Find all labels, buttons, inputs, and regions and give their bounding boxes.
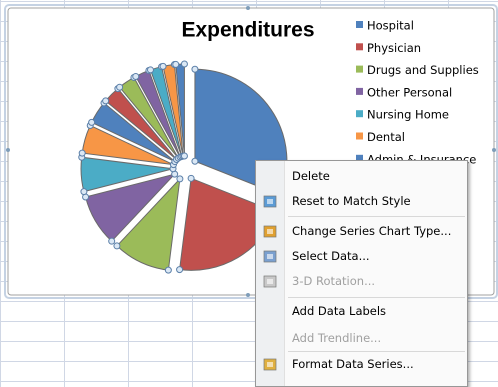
chart-resize-handle <box>246 293 250 297</box>
chart-resize-handle <box>6 148 10 152</box>
selection-handle <box>116 83 124 91</box>
legend-swatch <box>356 87 363 95</box>
menu-item: Add Trendline... <box>256 327 467 349</box>
icon-shape <box>267 254 273 259</box>
menu-item-label: 3-D Rotation... <box>292 274 376 288</box>
menu-icon <box>263 275 277 288</box>
legend-swatch <box>356 43 363 51</box>
menu-icon <box>263 250 277 263</box>
menu-item-label: Format Data Series... <box>292 357 414 371</box>
legend-label: Drugs and Supplies <box>367 63 479 77</box>
menu-item-label: Change Series Chart Type... <box>292 224 452 238</box>
selection-handle <box>176 266 184 274</box>
selection-handle <box>164 266 172 274</box>
selection-handle <box>187 174 195 182</box>
legend-label: Nursing Home <box>367 108 449 122</box>
legend-swatch <box>356 21 363 28</box>
selection-handle <box>132 72 140 80</box>
menu-item[interactable]: Reset to Match Style <box>256 190 467 212</box>
legend-swatch <box>356 154 363 162</box>
menu-icon <box>263 195 277 208</box>
selection-handle <box>146 66 154 74</box>
legend-label: Hospital <box>367 19 414 33</box>
selection-handle <box>180 60 188 68</box>
selection-handle <box>108 237 116 245</box>
legend-label: Dental <box>367 130 405 144</box>
menu-item[interactable]: Change Series Chart Type... <box>256 220 467 242</box>
selection-handle <box>191 65 199 73</box>
menu-icon <box>263 358 277 371</box>
menu-item[interactable]: Format Data Series... <box>256 353 467 375</box>
icon-shape <box>267 279 273 284</box>
menu-item-label: Delete <box>292 169 330 183</box>
menu-item-label: Add Trendline... <box>292 331 382 345</box>
legend-swatch <box>356 110 363 118</box>
legend-label: Physician <box>367 41 421 55</box>
menu-separator <box>288 216 465 217</box>
icon-shape <box>267 229 273 234</box>
icon-shape <box>267 199 273 204</box>
selection-handle <box>102 97 110 105</box>
menu-item[interactable]: Add Data Labels <box>256 300 467 322</box>
icon-shape <box>267 362 273 367</box>
menu-item-label: Select Data... <box>292 249 370 263</box>
selection-handle <box>172 60 180 68</box>
selection-handle <box>88 118 96 126</box>
chart-resize-handle <box>246 6 250 10</box>
legend-label: Other Personal <box>367 85 452 99</box>
menu-item-label: Reset to Match Style <box>292 194 411 208</box>
menu-item-label: Add Data Labels <box>292 304 387 318</box>
selection-handle <box>176 175 184 183</box>
selection-handle <box>191 157 199 165</box>
menu-separator <box>288 297 465 298</box>
selection-handle <box>159 62 167 70</box>
menu-item: 3-D Rotation... <box>256 270 467 292</box>
selection-handle <box>180 152 188 160</box>
menu-icon <box>263 225 277 238</box>
context-menu: Delete Reset to Match Style Change Series … <box>255 160 468 387</box>
menu-item[interactable]: Select Data... <box>256 245 467 267</box>
selection-handle <box>78 149 86 157</box>
legend-swatch <box>356 65 363 73</box>
legend-swatch <box>356 132 363 140</box>
chart-selection-frame <box>4 4 498 299</box>
menu-separator <box>288 351 465 352</box>
chart-resize-handle <box>492 148 496 152</box>
menu-item[interactable]: Delete <box>256 165 467 187</box>
selection-handle <box>113 242 121 250</box>
chart-title: Expenditures <box>181 19 314 42</box>
selection-handle <box>80 188 88 196</box>
